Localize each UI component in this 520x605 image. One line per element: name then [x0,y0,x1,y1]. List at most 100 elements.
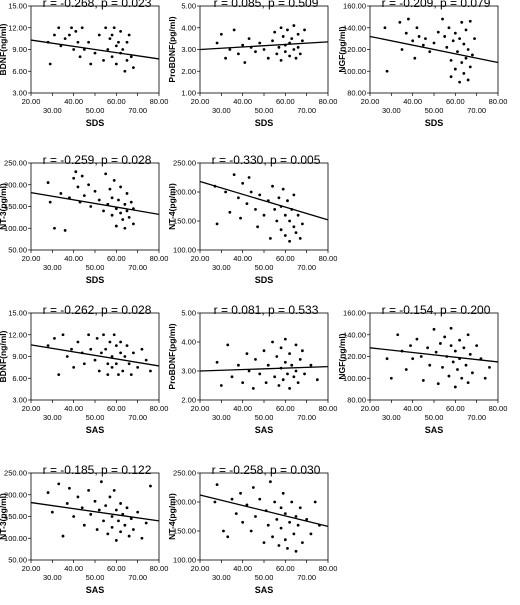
data-point [87,333,90,337]
data-point [296,213,300,217]
y-axis-label: ProBDNF(pg/ml) [167,323,177,389]
data-point [112,489,116,492]
data-point [389,376,393,380]
data-point [243,61,247,64]
x-tick-label: 40.00 [64,404,83,413]
x-tick-label: 40.00 [403,97,422,106]
data-point [462,346,466,350]
data-point [63,229,67,232]
data-point [78,200,82,204]
data-point [254,50,257,54]
data-point [114,44,118,48]
data-point [273,30,277,34]
data-point [466,78,470,82]
data-point [488,365,491,369]
scatter-panel-5: r = -0.330, p = 0.005 20.0030.0040.0050.0… [167,153,337,285]
y-tick-label: 1.00 [181,89,196,98]
data-point [266,363,270,367]
data-point [95,528,99,531]
y-tick-label: 150.00 [4,512,27,521]
x-tick-label: 20.00 [22,97,41,106]
data-point [458,338,461,342]
data-point [415,337,419,341]
data-point [213,184,217,188]
y-axis-label: BDNF(ng/ml) [0,23,8,75]
data-point [125,192,129,195]
y-axis-label: NT-4(pg/ml) [167,183,177,230]
data-point [305,518,309,521]
data-point [273,375,277,379]
data-point [436,382,440,386]
data-point [121,369,125,373]
data-point [53,33,56,37]
y-tick-label: 200.00 [4,180,27,189]
x-axis-label: SAS [425,425,444,435]
data-point [445,45,449,49]
panel-title: r = 0.085, p = 0.509 [214,0,319,10]
data-point [110,196,114,200]
data-point [453,67,457,71]
data-point [249,529,253,533]
data-point [117,40,120,44]
x-tick-label: 80.00 [319,254,338,263]
y-tick-label: 80.00 [347,396,366,405]
x-tick-label: 60.00 [107,404,126,413]
data-point [269,480,272,484]
data-point [292,375,296,379]
data-point [468,352,472,356]
data-point [213,500,217,504]
data-point [303,372,306,376]
x-tick-label: 30.00 [212,573,231,582]
x-tick-label: 70.00 [467,106,486,115]
regression-line [199,180,329,221]
data-point [144,358,148,362]
scatter-panel-2: r = 0.085, p = 0.509 20.0030.0040.0050.00… [167,0,337,128]
y-tick-label: 250.00 [173,469,196,478]
data-point [266,523,270,527]
panel-title: r = -0.185, p = 0.122 [43,463,152,477]
data-point [471,371,474,375]
data-point [294,369,298,373]
data-point [125,344,129,348]
data-point [277,196,281,200]
data-point [104,504,108,508]
data-point [449,344,453,348]
data-point [70,347,73,351]
data-point [277,45,281,49]
data-point [87,40,90,44]
data-point [251,387,255,390]
data-point [294,515,298,518]
data-point [149,369,152,373]
data-point [68,486,71,490]
data-point [104,172,108,176]
data-point [411,357,415,361]
data-point [275,52,279,56]
data-point [102,519,105,523]
x-tick-label: 60.00 [446,97,465,106]
x-tick-label: 50.00 [86,413,105,422]
x-tick-label: 30.00 [43,263,62,272]
panel-title: r = -0.330, p = 0.005 [212,153,321,167]
data-point [398,20,402,24]
x-tick-label: 70.00 [297,263,316,272]
data-point [132,207,135,211]
data-point [400,349,404,353]
data-point [123,202,127,206]
data-point [447,26,451,30]
data-point [65,502,69,505]
data-point [72,515,76,518]
data-point [149,484,152,488]
x-tick-label: 60.00 [107,97,126,106]
data-point [281,35,285,38]
data-point [46,40,50,44]
data-point [232,28,236,32]
data-point [228,210,232,214]
data-point [428,363,432,367]
data-point [104,347,108,351]
data-point [76,40,80,44]
data-point [114,508,118,512]
data-point [46,344,50,348]
data-point [97,198,101,202]
regression-line [30,191,160,215]
data-point [70,26,73,30]
